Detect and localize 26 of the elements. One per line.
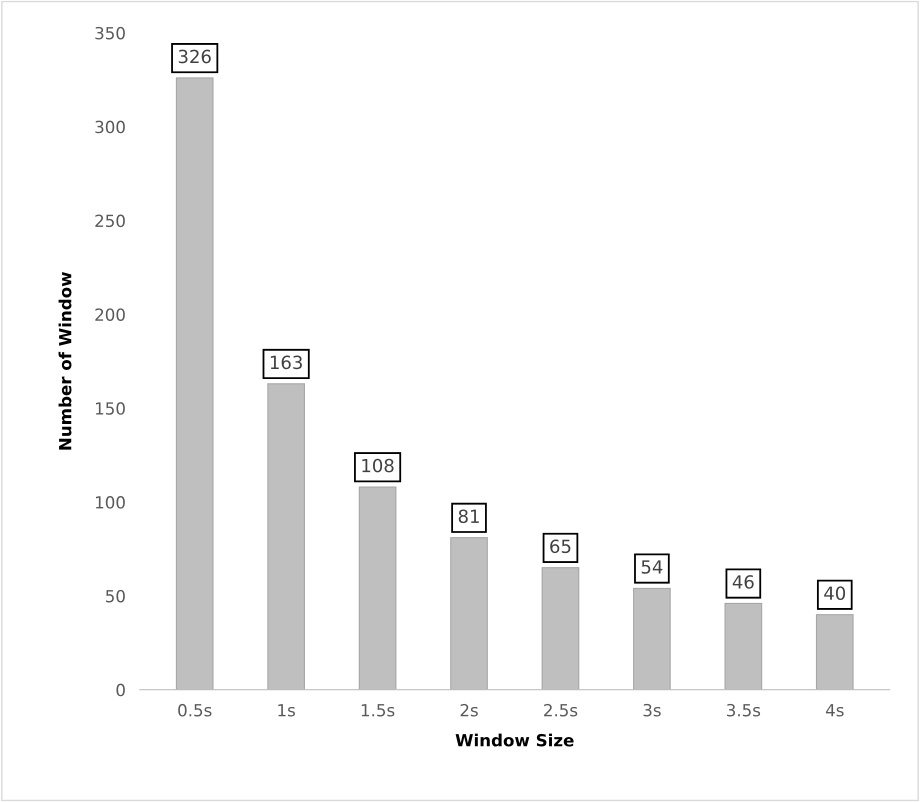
x-tick-label: 1.5s xyxy=(362,704,394,717)
data-label: 46 xyxy=(732,575,754,589)
x-tick-label: 2s xyxy=(460,704,478,717)
y-axis-title: Number of Window xyxy=(58,272,72,450)
data-label: 54 xyxy=(642,560,662,574)
data-label: 108 xyxy=(362,458,394,472)
x-tick-label: 1s xyxy=(278,704,295,717)
data-label: 326 xyxy=(178,50,211,64)
x-tick-label: 2.5s xyxy=(544,704,578,717)
y-tick-label: 150 xyxy=(96,402,125,415)
x-tick-label: 0.5s xyxy=(178,704,212,717)
data-label: 163 xyxy=(270,356,302,370)
y-tick-label: 200 xyxy=(95,308,125,321)
data-label: 81 xyxy=(458,509,479,524)
x-tick-label: 4s xyxy=(826,704,844,717)
x-axis-title: Window Size xyxy=(456,734,574,747)
y-tick-label: 50 xyxy=(106,590,125,602)
y-tick-label: 250 xyxy=(95,214,125,228)
x-tick-label: 3s xyxy=(644,704,661,717)
data-label: 40 xyxy=(824,586,846,600)
y-tick-label: 100 xyxy=(96,496,125,509)
y-tick-label: 300 xyxy=(95,120,125,134)
y-tick-label: 350 xyxy=(95,26,125,40)
y-tick-label: 0 xyxy=(116,684,125,696)
x-tick-label: 3.5s xyxy=(727,704,760,717)
data-label: 65 xyxy=(550,539,570,554)
